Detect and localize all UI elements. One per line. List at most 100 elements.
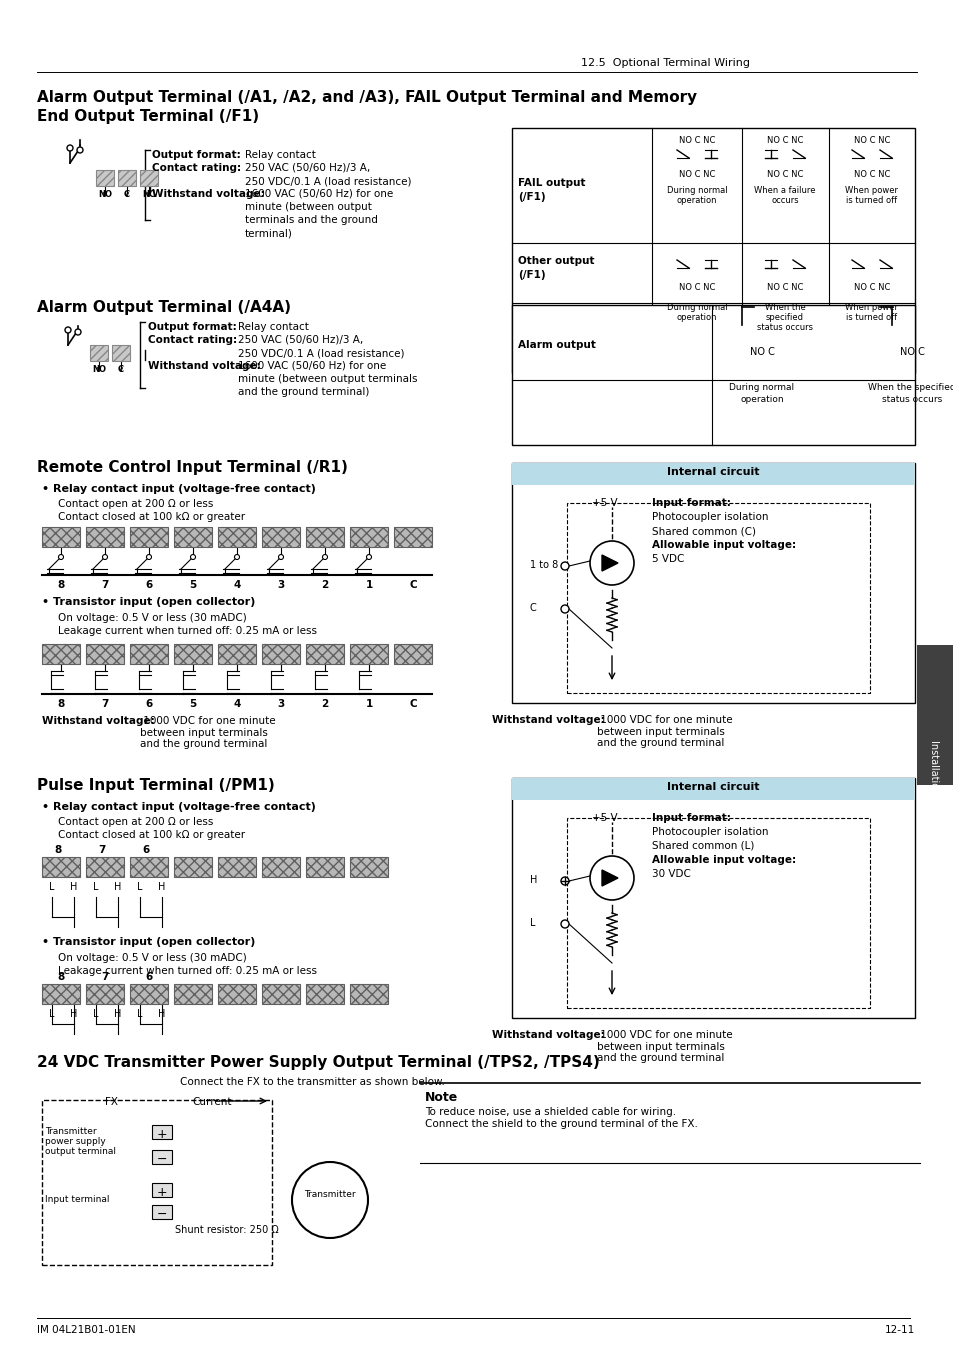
Text: 6: 6 <box>142 845 150 855</box>
Text: 7: 7 <box>98 845 106 855</box>
Text: Transmitter: Transmitter <box>304 1189 355 1199</box>
Polygon shape <box>601 555 618 571</box>
Text: NO C NC: NO C NC <box>853 170 889 180</box>
Bar <box>152 1183 172 1197</box>
Text: When a failure: When a failure <box>754 186 815 194</box>
Bar <box>86 857 124 878</box>
Text: 12: 12 <box>919 683 949 703</box>
Circle shape <box>75 329 81 335</box>
Bar <box>112 346 130 360</box>
Text: Relay contact: Relay contact <box>245 150 315 161</box>
Text: Contact rating:: Contact rating: <box>152 163 241 173</box>
Text: 1: 1 <box>365 699 373 709</box>
Text: Output format:: Output format: <box>148 323 236 332</box>
Text: 5: 5 <box>190 699 196 709</box>
Text: is turned off: is turned off <box>845 313 897 323</box>
Text: 7: 7 <box>101 580 109 590</box>
Bar <box>916 645 953 784</box>
Bar <box>512 128 914 373</box>
Text: 8: 8 <box>54 845 62 855</box>
Bar <box>218 526 255 547</box>
Text: NO C NC: NO C NC <box>766 136 802 144</box>
Circle shape <box>67 144 73 151</box>
Text: 250 VDC/0.1 A (load resistance): 250 VDC/0.1 A (load resistance) <box>237 348 404 358</box>
Bar <box>350 857 388 878</box>
Text: Withstand voltage:: Withstand voltage: <box>492 716 604 725</box>
Text: FX: FX <box>105 1098 118 1107</box>
Bar <box>512 305 914 446</box>
Bar <box>42 857 80 878</box>
Bar <box>130 984 168 1004</box>
Text: L: L <box>137 1008 143 1019</box>
Bar <box>512 778 914 801</box>
Text: 7: 7 <box>101 699 109 709</box>
Bar <box>512 778 914 1018</box>
Text: Input format:: Input format: <box>651 813 730 823</box>
Circle shape <box>58 555 64 559</box>
Text: Photocoupler isolation: Photocoupler isolation <box>651 512 768 522</box>
Text: 1000 VDC for one minute
between input terminals
and the ground terminal: 1000 VDC for one minute between input te… <box>597 1030 732 1064</box>
Text: operation: operation <box>676 313 717 323</box>
Text: 2: 2 <box>321 580 328 590</box>
Text: Leakage current when turned off: 0.25 mA or less: Leakage current when turned off: 0.25 mA… <box>58 626 316 636</box>
Text: NO: NO <box>98 190 112 198</box>
Bar <box>96 170 113 186</box>
Text: K: K <box>620 558 626 567</box>
Text: Output format:: Output format: <box>152 150 240 161</box>
Text: 3: 3 <box>277 699 284 709</box>
Circle shape <box>65 327 71 333</box>
Text: L: L <box>93 882 99 892</box>
Text: Internal circuit: Internal circuit <box>666 782 759 792</box>
Text: minute (between output terminals: minute (between output terminals <box>237 374 417 383</box>
Text: Shared common (L): Shared common (L) <box>651 841 754 850</box>
Bar <box>152 1125 172 1139</box>
Text: C: C <box>124 190 130 198</box>
Text: 7: 7 <box>101 972 109 981</box>
Text: 12.5  Optional Terminal Wiring: 12.5 Optional Terminal Wiring <box>580 58 749 68</box>
Bar <box>306 984 344 1004</box>
Bar <box>86 526 124 547</box>
Bar <box>42 526 80 547</box>
Text: power supply: power supply <box>45 1137 106 1146</box>
Text: • Relay contact input (voltage-free contact): • Relay contact input (voltage-free cont… <box>42 485 315 494</box>
Bar <box>262 857 299 878</box>
Text: status occurs: status occurs <box>881 396 942 404</box>
Text: NO C NC: NO C NC <box>853 284 889 292</box>
Bar <box>218 984 255 1004</box>
Text: When the specified: When the specified <box>867 383 953 392</box>
Text: During normal: During normal <box>666 302 726 312</box>
Bar <box>262 526 299 547</box>
Bar <box>86 644 124 664</box>
Bar <box>130 644 168 664</box>
Text: 6: 6 <box>145 699 152 709</box>
Bar <box>118 170 136 186</box>
Circle shape <box>589 541 634 585</box>
Text: 4: 4 <box>233 699 240 709</box>
Text: Photocoupler isolation: Photocoupler isolation <box>651 828 768 837</box>
Bar <box>173 644 212 664</box>
Text: • Transistor input (open collector): • Transistor input (open collector) <box>42 597 255 608</box>
Text: operation: operation <box>740 396 783 404</box>
Circle shape <box>292 1162 368 1238</box>
Bar <box>152 1150 172 1164</box>
Text: terminal): terminal) <box>245 228 293 238</box>
Text: status occurs: status occurs <box>757 323 812 332</box>
Circle shape <box>102 555 108 559</box>
Text: 1000 VDC for one minute
between input terminals
and the ground terminal: 1000 VDC for one minute between input te… <box>597 716 732 748</box>
Text: 250 VAC (50/60 Hz)/3 A,: 250 VAC (50/60 Hz)/3 A, <box>245 163 370 173</box>
Text: K: K <box>620 872 626 882</box>
Text: 1600 VAC (50/60 Hz) for one: 1600 VAC (50/60 Hz) for one <box>237 360 386 371</box>
Bar <box>86 984 124 1004</box>
Text: Internal circuit: Internal circuit <box>666 467 759 477</box>
Bar <box>350 644 388 664</box>
Bar <box>512 463 914 485</box>
Text: C: C <box>530 603 537 613</box>
Text: Withstand voltage:: Withstand voltage: <box>492 1030 604 1040</box>
Text: terminals and the ground: terminals and the ground <box>245 215 377 225</box>
Text: To reduce noise, use a shielded cable for wiring.
Connect the shield to the grou: To reduce noise, use a shielded cable fo… <box>424 1107 698 1129</box>
Bar <box>566 818 869 1008</box>
Text: 250 VAC (50/60 Hz)/3 A,: 250 VAC (50/60 Hz)/3 A, <box>237 335 363 346</box>
Bar <box>306 644 344 664</box>
Bar <box>42 984 80 1004</box>
Text: Shunt resistor: 250 Ω: Shunt resistor: 250 Ω <box>174 1224 278 1235</box>
